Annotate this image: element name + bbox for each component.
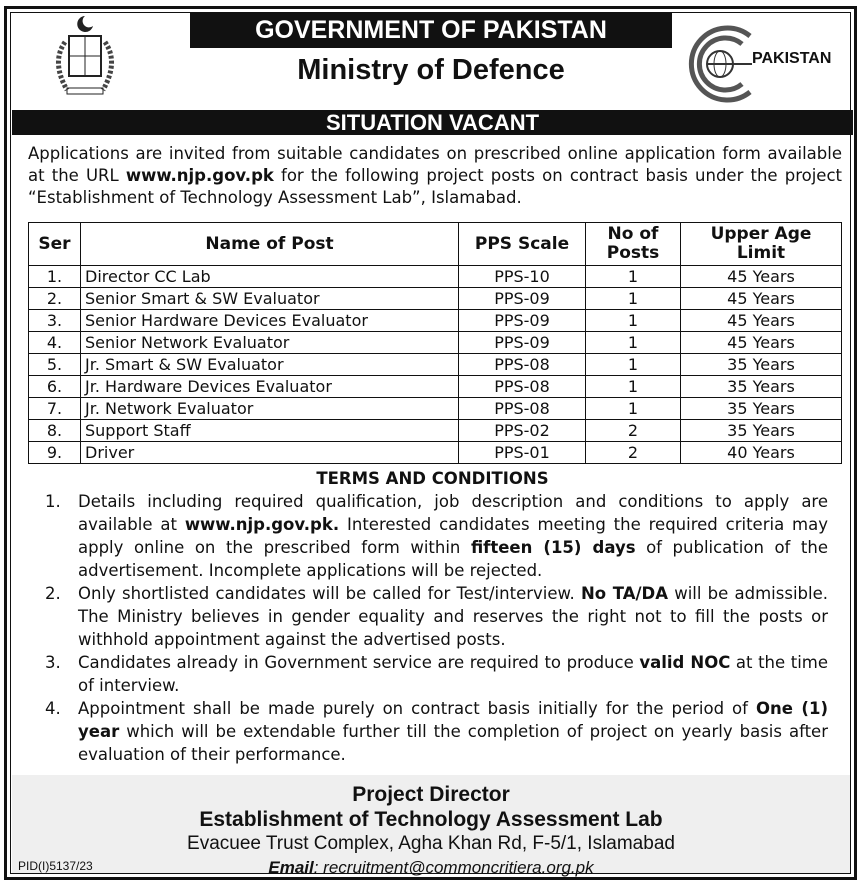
ser-cell: 4.: [28, 331, 81, 354]
posts-count-cell: 1: [585, 353, 681, 376]
terms-list: 1. Details including required qualificati…: [28, 490, 828, 766]
post-name-cell: Jr. Hardware Devices Evaluator: [80, 375, 459, 398]
intro-text-2: for the following project posts on contr…: [28, 166, 842, 207]
ministry-title: Ministry of Defence: [297, 54, 565, 86]
pps-scale-cell: PPS-10: [458, 265, 586, 288]
pps-scale-cell: PPS-09: [458, 309, 586, 332]
age-limit-cell: 45 Years: [680, 309, 842, 332]
term-number: 4.: [45, 699, 61, 718]
footer-address: Evacuee Trust Complex, Agha Khan Rd, F-5…: [187, 833, 675, 854]
age-limit-cell: 35 Years: [680, 375, 842, 398]
intro-text: Applications are invited from suitable c…: [28, 144, 842, 185]
ser-cell: 8.: [28, 419, 81, 442]
column-header: Upper Age Limit: [680, 222, 842, 266]
table-row: 5. Jr. Smart & SW Evaluator PPS-08 1 35 Year…: [28, 353, 842, 376]
pps-scale-cell: PPS-09: [458, 331, 586, 354]
age-limit-cell: 45 Years: [680, 287, 842, 310]
pakistan-emblem-icon: [56, 16, 114, 95]
post-name-cell: Support Staff: [80, 419, 459, 442]
posts-count-cell: 1: [585, 331, 681, 354]
term-item: 3. Candidates already in Government servi…: [28, 651, 828, 697]
logo-text: PAKISTAN: [752, 50, 832, 67]
age-limit-cell: 35 Years: [680, 419, 842, 442]
ser-cell: 5.: [28, 353, 81, 376]
post-name-cell: Senior Smart & SW Evaluator: [80, 287, 459, 310]
url-link[interactable]: www.njp.gov.pk: [125, 166, 274, 185]
term-number: 1.: [45, 492, 61, 511]
posts-count-cell: 1: [585, 265, 681, 288]
situation-vacant-banner: SITUATION VACANT: [12, 110, 853, 135]
term-item: 4. Appointment shall be made purely on co…: [28, 697, 828, 766]
email-address[interactable]: : recruitment@commoncritiera.org.pk: [313, 858, 594, 877]
table-row: 6. Jr. Hardware Devices Evaluator PPS-08 1 3…: [28, 375, 842, 398]
posts-count-cell: 1: [585, 397, 681, 420]
post-name-cell: Director CC Lab: [80, 265, 459, 288]
column-header: Name of Post: [80, 222, 459, 266]
pps-scale-cell: PPS-01: [458, 441, 586, 464]
ser-cell: 6.: [28, 375, 81, 398]
age-limit-cell: 35 Years: [680, 353, 842, 376]
footer-title: Project Director: [352, 783, 510, 806]
column-header: PPS Scale: [458, 222, 586, 266]
column-header: No of Posts: [585, 222, 681, 266]
age-limit-cell: 35 Years: [680, 397, 842, 420]
age-limit-cell: 40 Years: [680, 441, 842, 464]
table-row: 9. Driver PPS-01 2 40 Years: [28, 441, 842, 464]
table-header-row: Ser Name of Post PPS Scale No of Posts Upper…: [28, 222, 842, 266]
post-name-cell: Senior Hardware Devices Evaluator: [80, 309, 459, 332]
term-item: 1. Details including required qualificati…: [28, 490, 828, 582]
common-criteria-logo: PAKISTAN: [680, 24, 850, 104]
posts-count-cell: 1: [585, 375, 681, 398]
outer-border: [4, 6, 857, 880]
term-number: 3.: [45, 653, 61, 672]
term-text: Candidates already in Government service…: [78, 653, 829, 695]
government-title: GOVERNMENT OF PAKISTAN: [190, 12, 672, 48]
term-text: Only shortlisted candidates will be call…: [78, 584, 828, 649]
column-header: Ser: [28, 222, 81, 266]
post-name-cell: Jr. Smart & SW Evaluator: [80, 353, 459, 376]
posts-count-cell: 1: [585, 309, 681, 332]
globe-logo-icon: [688, 25, 752, 103]
post-name-cell: Driver: [80, 441, 459, 464]
posts-count-cell: 1: [585, 287, 681, 310]
intro-paragraph: Applications are invited from suitable c…: [28, 143, 842, 209]
age-limit-cell: 45 Years: [680, 265, 842, 288]
age-limit-cell: 45 Years: [680, 331, 842, 354]
pps-scale-cell: PPS-08: [458, 375, 586, 398]
term-number: 2.: [45, 584, 61, 603]
term-text: Appointment shall be made purely on cont…: [78, 699, 828, 764]
term-item: 2. Only shortlisted candidates will be ca…: [28, 582, 828, 651]
posts-count-cell: 2: [585, 419, 681, 442]
ser-cell: 3.: [28, 309, 81, 332]
footer: Project Director Establishment of Techno…: [12, 775, 850, 877]
pps-scale-cell: PPS-09: [458, 287, 586, 310]
table-row: 3. Senior Hardware Devices Evaluator PPS-0…: [28, 309, 842, 332]
table-row: 8. Support Staff PPS-02 2 35 Years: [28, 419, 842, 442]
table-row: 7. Jr. Network Evaluator PPS-08 1 35 Years: [28, 397, 842, 420]
email-label: Email: [268, 858, 314, 877]
ser-cell: 1.: [28, 265, 81, 288]
footer-email: Email: recruitment@commoncritiera.org.pk: [12, 858, 850, 878]
table-row: 2. Senior Smart & SW Evaluator PPS-09 1 45 Y…: [28, 287, 842, 310]
table-row: 1. Director CC Lab PPS-10 1 45 Years: [28, 265, 842, 288]
terms-heading: TERMS AND CONDITIONS: [316, 469, 549, 488]
pps-scale-cell: PPS-08: [458, 397, 586, 420]
ser-cell: 7.: [28, 397, 81, 420]
pid-number: PID(I)5137/23: [18, 859, 93, 873]
footer-project: Establishment of Technology Assessment L…: [199, 808, 663, 831]
pps-scale-cell: PPS-08: [458, 353, 586, 376]
term-text: Details including required qualification…: [78, 492, 829, 580]
posts-count-cell: 2: [585, 441, 681, 464]
post-name-cell: Jr. Network Evaluator: [80, 397, 459, 420]
ser-cell: 2.: [28, 287, 81, 310]
posts-table: Ser Name of Post PPS Scale No of Posts Upper…: [28, 222, 842, 464]
post-name-cell: Senior Network Evaluator: [80, 331, 459, 354]
ser-cell: 9.: [28, 441, 81, 464]
table-row: 4. Senior Network Evaluator PPS-09 1 45 Year…: [28, 331, 842, 354]
pps-scale-cell: PPS-02: [458, 419, 586, 442]
